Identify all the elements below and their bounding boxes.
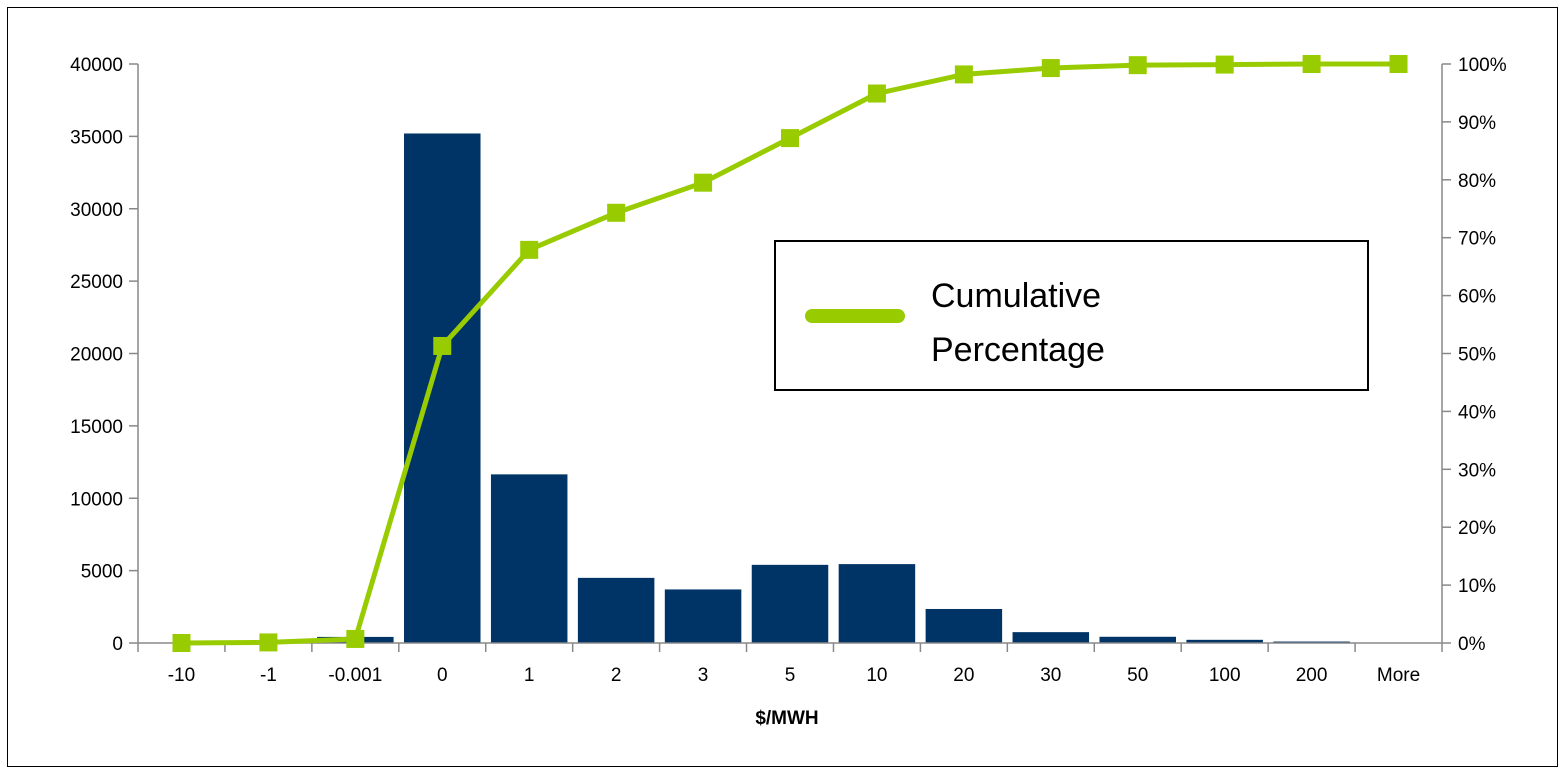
x-tick-label-3: 0 bbox=[437, 665, 448, 686]
y-left-tick-label-0: 0 bbox=[112, 634, 123, 655]
x-tick-label-8: 10 bbox=[866, 665, 887, 686]
y-left-tick-label-1: 5000 bbox=[81, 562, 123, 583]
legend: Cumulative Percentage bbox=[774, 240, 1369, 391]
x-tick-label-10: 30 bbox=[1040, 665, 1061, 686]
y-right-tick-label-8: 80% bbox=[1458, 171, 1496, 192]
cumulative-marker-9 bbox=[954, 65, 973, 84]
bars-layer bbox=[317, 133, 1437, 644]
x-axis-title: $/MWH bbox=[755, 708, 818, 729]
cumulative-marker-6 bbox=[694, 173, 713, 192]
x-tick-label-7: 5 bbox=[785, 665, 796, 686]
cumulative-marker-0 bbox=[172, 634, 191, 652]
cumulative-marker-10 bbox=[1041, 59, 1060, 78]
cumulative-marker-4 bbox=[520, 240, 539, 259]
y-right-tick-label-7: 70% bbox=[1458, 229, 1496, 250]
cumulative-line-layer bbox=[172, 55, 1408, 652]
y-left-tick-label-5: 25000 bbox=[70, 272, 123, 293]
bar-8 bbox=[838, 564, 916, 643]
y-left-tick-label-3: 15000 bbox=[70, 417, 123, 438]
x-tick-label-14: More bbox=[1377, 665, 1420, 686]
cumulative-marker-2 bbox=[346, 629, 365, 648]
x-tick-label-2: -0.001 bbox=[328, 665, 382, 686]
cumulative-marker-5 bbox=[607, 203, 626, 222]
cumulative-marker-11 bbox=[1128, 56, 1147, 75]
cumulative-marker-7 bbox=[781, 129, 799, 148]
legend-label-line2: Percentage bbox=[931, 331, 1105, 369]
bar-4 bbox=[490, 474, 568, 643]
bar-9 bbox=[925, 608, 1003, 643]
bar-11 bbox=[1099, 636, 1176, 643]
bar-7 bbox=[751, 564, 829, 643]
x-tick-label-1: -1 bbox=[260, 665, 277, 686]
bar-6 bbox=[664, 589, 742, 643]
cumulative-marker-8 bbox=[867, 84, 886, 103]
x-tick-label-13: 200 bbox=[1296, 665, 1328, 686]
y-left-tick-label-6: 30000 bbox=[70, 200, 123, 221]
y-left-tick-label-7: 35000 bbox=[70, 127, 123, 148]
y-right-tick-label-5: 50% bbox=[1458, 345, 1496, 366]
x-tick-label-0: -10 bbox=[168, 665, 195, 686]
y-right-tick-label-3: 30% bbox=[1458, 460, 1496, 481]
bar-12 bbox=[1186, 639, 1263, 643]
y-right-tick-label-9: 90% bbox=[1458, 113, 1496, 134]
cumulative-marker-12 bbox=[1215, 55, 1234, 74]
bar-5 bbox=[577, 577, 655, 643]
legend-label-line1: Cumulative bbox=[931, 277, 1101, 315]
x-tick-label-11: 50 bbox=[1127, 665, 1148, 686]
y-left-tick-label-4: 20000 bbox=[70, 345, 123, 366]
y-right-tick-label-0: 0% bbox=[1458, 634, 1486, 655]
x-tick-label-5: 2 bbox=[611, 665, 622, 686]
y-right-tick-label-2: 20% bbox=[1458, 518, 1496, 539]
y-right-tick-label-10: 100% bbox=[1458, 55, 1507, 76]
x-tick-label-6: 3 bbox=[698, 665, 709, 686]
y-left-tick-label-2: 10000 bbox=[70, 489, 123, 510]
x-tick-label-4: 1 bbox=[524, 665, 535, 686]
bar-3 bbox=[404, 133, 481, 644]
x-tick-label-9: 20 bbox=[953, 665, 974, 686]
cumulative-marker-13 bbox=[1302, 55, 1321, 73]
tick-labels-layer: 0 5000 10000 15000 20000 25000 30000 35000 40000… bbox=[70, 55, 1507, 686]
bar-10 bbox=[1012, 632, 1090, 643]
y-left-tick-label-8: 40000 bbox=[70, 55, 123, 76]
x-tick-label-12: 100 bbox=[1209, 665, 1241, 686]
y-right-tick-label-4: 40% bbox=[1458, 402, 1496, 423]
y-right-tick-label-1: 10% bbox=[1458, 576, 1496, 597]
cumulative-marker-1 bbox=[259, 633, 278, 652]
cumulative-marker-3 bbox=[433, 336, 452, 355]
cumulative-marker-14 bbox=[1389, 55, 1408, 73]
y-right-tick-label-6: 60% bbox=[1458, 287, 1496, 308]
